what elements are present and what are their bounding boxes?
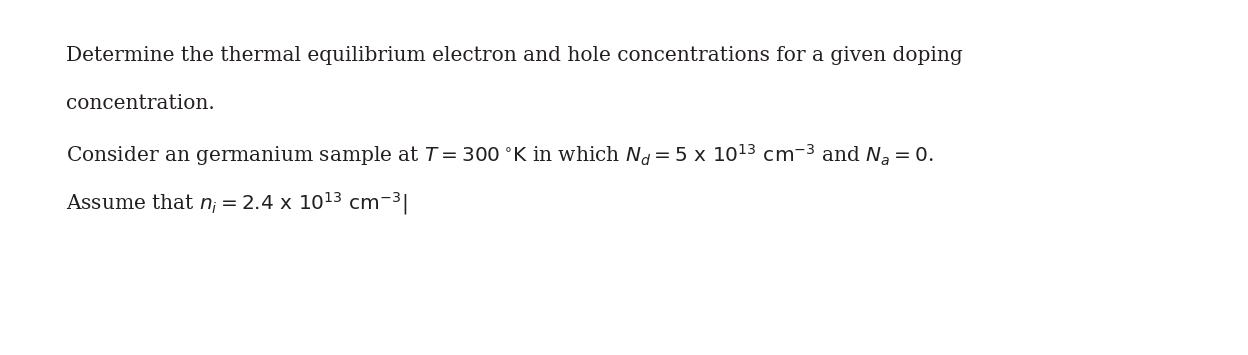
Text: concentration.: concentration. — [66, 94, 215, 113]
Text: Assume that $n_i = 2.4\ \mathrm{x}\ 10^{13}\ \mathrm{cm}^{-3}$|: Assume that $n_i = 2.4\ \mathrm{x}\ 10^{… — [66, 190, 408, 217]
Text: Determine the thermal equilibrium electron and hole concentrations for a given d: Determine the thermal equilibrium electr… — [66, 46, 963, 65]
Text: Consider an germanium sample at $T = 300\,^{\circ}\mathrm{K}$ in which $N_d = 5\: Consider an germanium sample at $T = 300… — [66, 142, 935, 168]
